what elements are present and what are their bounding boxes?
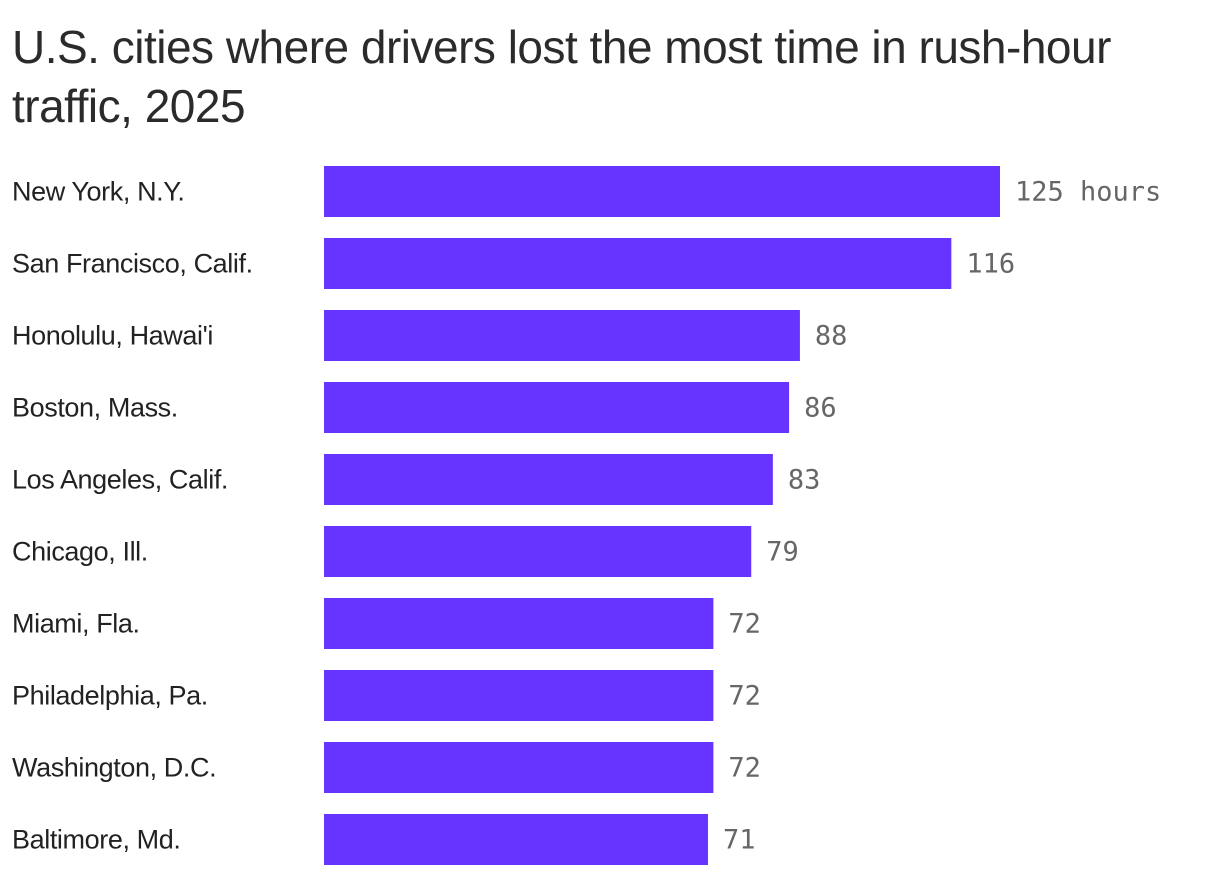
category-label: Boston, Mass. xyxy=(12,393,178,423)
bar xyxy=(324,310,800,361)
bar xyxy=(324,670,714,721)
value-label: 88 xyxy=(815,321,848,352)
bar xyxy=(324,598,714,649)
category-label: Los Angeles, Calif. xyxy=(12,465,228,495)
value-label: 83 xyxy=(788,465,821,496)
value-label: 116 xyxy=(966,249,1015,280)
bar-row: Philadelphia, Pa. 72 xyxy=(12,670,761,721)
category-label: Philadelphia, Pa. xyxy=(12,681,208,711)
value-label: 71 xyxy=(723,825,756,856)
bar-row: San Francisco, Calif. 116 xyxy=(12,238,1015,289)
value-label: 79 xyxy=(766,537,799,568)
category-label: Washington, D.C. xyxy=(12,753,216,783)
value-label: 72 xyxy=(728,609,761,640)
bar-row: Chicago, Ill. 79 xyxy=(12,526,799,577)
chart-title: U.S. cities where drivers lost the most … xyxy=(12,21,1111,132)
bar xyxy=(324,526,752,577)
bar xyxy=(324,814,708,865)
bar xyxy=(324,238,952,289)
category-label: Baltimore, Md. xyxy=(12,825,180,855)
category-label: New York, N.Y. xyxy=(12,177,185,207)
value-label: 72 xyxy=(728,681,761,712)
category-label: San Francisco, Calif. xyxy=(12,249,253,279)
bar-row: Washington, D.C. 72 xyxy=(12,742,761,793)
bar xyxy=(324,742,714,793)
value-label: 125 hours xyxy=(1015,177,1161,208)
category-label: Miami, Fla. xyxy=(12,609,140,639)
bar xyxy=(324,454,773,505)
value-label: 72 xyxy=(728,753,761,784)
bar-row: Boston, Mass. 86 xyxy=(12,382,837,433)
bar xyxy=(324,382,790,433)
category-label: Honolulu, Hawai'i xyxy=(12,321,213,351)
value-label: 86 xyxy=(804,393,837,424)
bar-row: Los Angeles, Calif. 83 xyxy=(12,454,820,505)
bar-row: Miami, Fla. 72 xyxy=(12,598,761,649)
bar-row: New York, N.Y. 125 hours xyxy=(12,166,1161,217)
bar-row: Honolulu, Hawai'i 88 xyxy=(12,310,847,361)
bar-row: Baltimore, Md. 71 xyxy=(12,814,755,865)
category-label: Chicago, Ill. xyxy=(12,537,148,567)
bar xyxy=(324,166,1000,217)
